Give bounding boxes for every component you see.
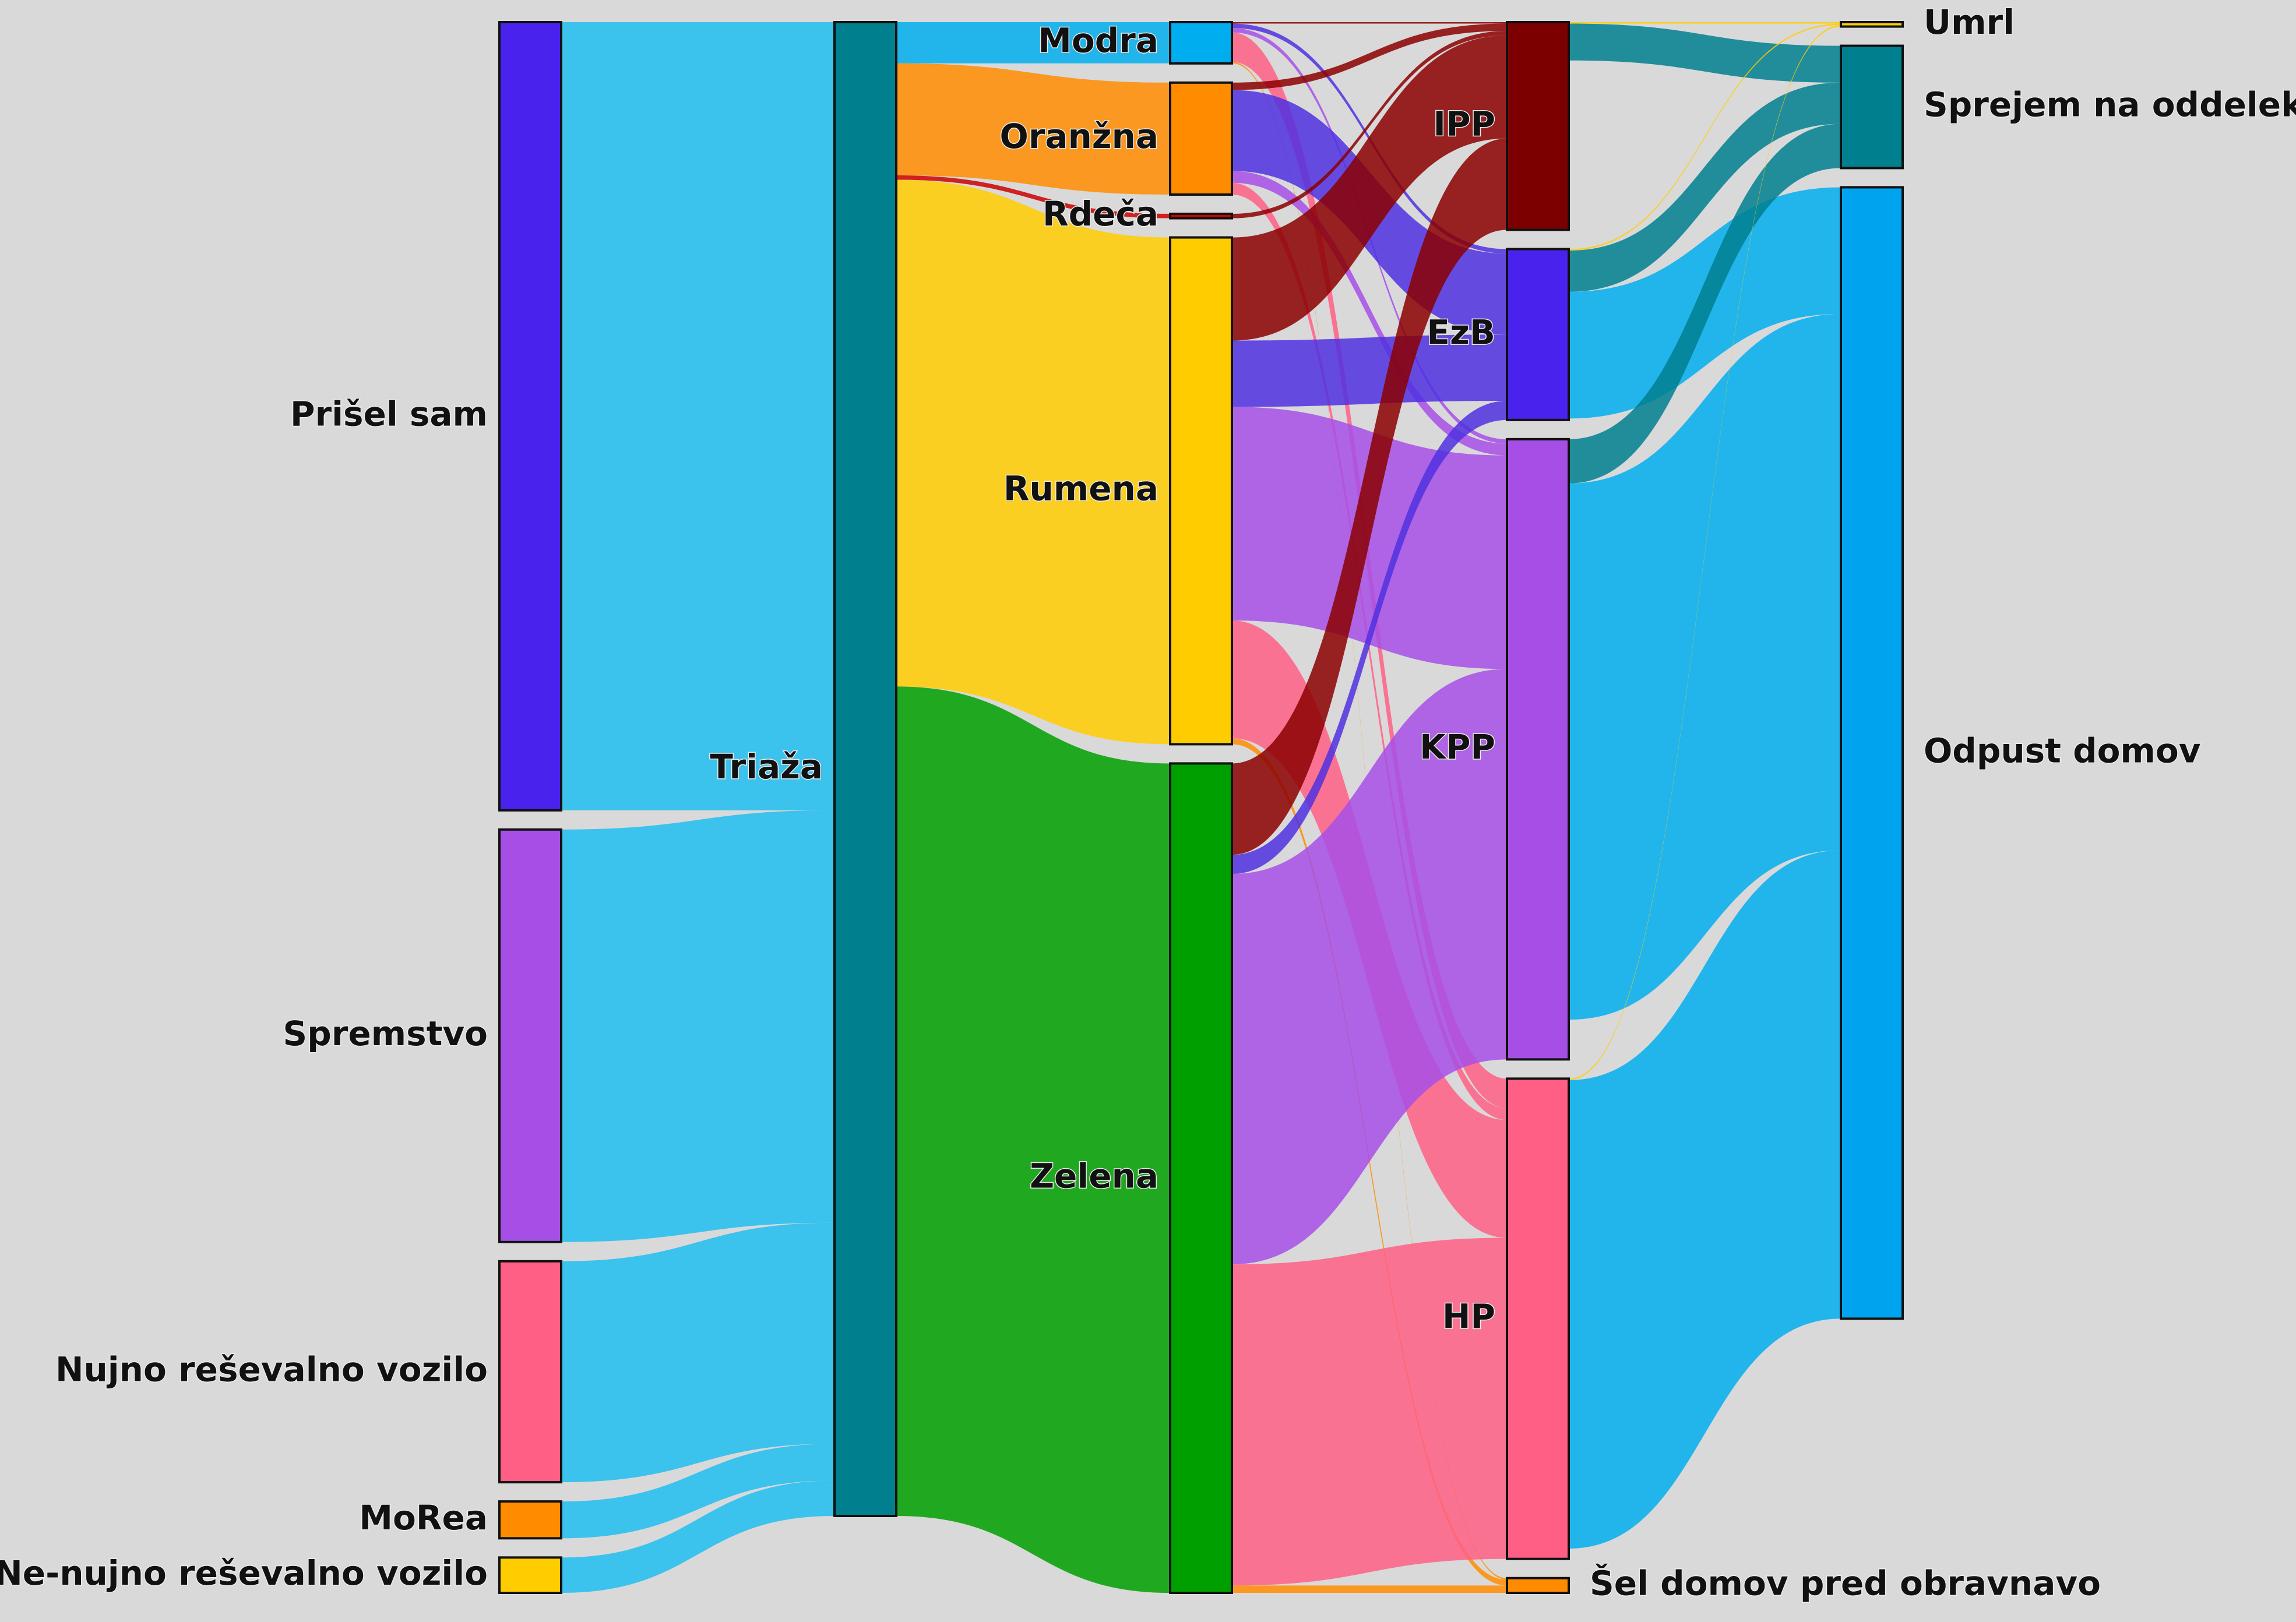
node-label: Ne-nujno reševalno vozilo (0, 1553, 488, 1593)
node-label: Šel domov pred obravnavo (1590, 1563, 2101, 1603)
links (561, 22, 1841, 1593)
node (1169, 762, 1233, 1594)
link (1569, 850, 1841, 1549)
node-label: Nujno reševalno vozilo (55, 1350, 488, 1390)
link (896, 686, 1170, 1593)
node-label: MoRea (359, 1498, 488, 1538)
node (1506, 248, 1570, 421)
node (1840, 21, 1904, 28)
node-label: EzB (1427, 312, 1495, 352)
node-label: Rdeča (1043, 194, 1158, 234)
node-label: Spremstvo (283, 1014, 488, 1053)
node (1506, 1077, 1570, 1560)
node-label: Modra (1038, 21, 1158, 61)
node (1169, 81, 1233, 196)
node (498, 21, 562, 812)
link (1232, 738, 1507, 1586)
link (1232, 400, 1507, 875)
link (1232, 1585, 1507, 1593)
node-label: Prišel sam (290, 394, 488, 434)
node (498, 1556, 562, 1595)
link (896, 22, 1170, 64)
node (1506, 438, 1570, 1061)
node-label: Rumena (1003, 469, 1158, 509)
node (498, 1500, 562, 1540)
node-label: IPP (1433, 104, 1495, 143)
link (896, 175, 1170, 218)
node (498, 828, 562, 1243)
link (1232, 138, 1507, 855)
link (1232, 35, 1507, 341)
link (1232, 334, 1507, 407)
node-label: HP (1442, 1297, 1495, 1337)
link (1232, 31, 1507, 218)
link (1569, 313, 1841, 1020)
link (1569, 124, 1841, 484)
node (833, 21, 897, 1517)
link (1232, 23, 1507, 90)
link (1232, 171, 1507, 456)
link (561, 810, 834, 1242)
link (1569, 82, 1841, 292)
link (561, 1444, 834, 1539)
node-label: KPP (1420, 727, 1495, 767)
node-label: Triaža (710, 747, 823, 787)
node (1169, 236, 1233, 746)
node (498, 1260, 562, 1484)
node-label: Oranžna (999, 117, 1158, 156)
link (896, 63, 1170, 195)
link (1232, 669, 1507, 1265)
link (1569, 22, 1841, 24)
link (561, 1222, 834, 1483)
link (1232, 1237, 1507, 1586)
node-label: Umrl (1924, 2, 2015, 42)
node-label: Zelena (1030, 1156, 1158, 1196)
link (1569, 25, 1841, 1080)
node (1169, 212, 1233, 220)
node-label: Odpust domov (1924, 731, 2201, 771)
node-label: Sprejem na oddelek (1924, 85, 2296, 125)
link (1569, 23, 1841, 251)
node (1506, 21, 1570, 231)
link (1232, 22, 1507, 24)
link (561, 22, 834, 810)
node (1840, 44, 1904, 170)
link (1569, 23, 1841, 83)
link (1232, 182, 1507, 1120)
node (1840, 186, 1904, 1320)
node (1506, 1577, 1570, 1595)
node (1169, 21, 1233, 65)
link (896, 179, 1170, 745)
link (561, 1480, 834, 1593)
